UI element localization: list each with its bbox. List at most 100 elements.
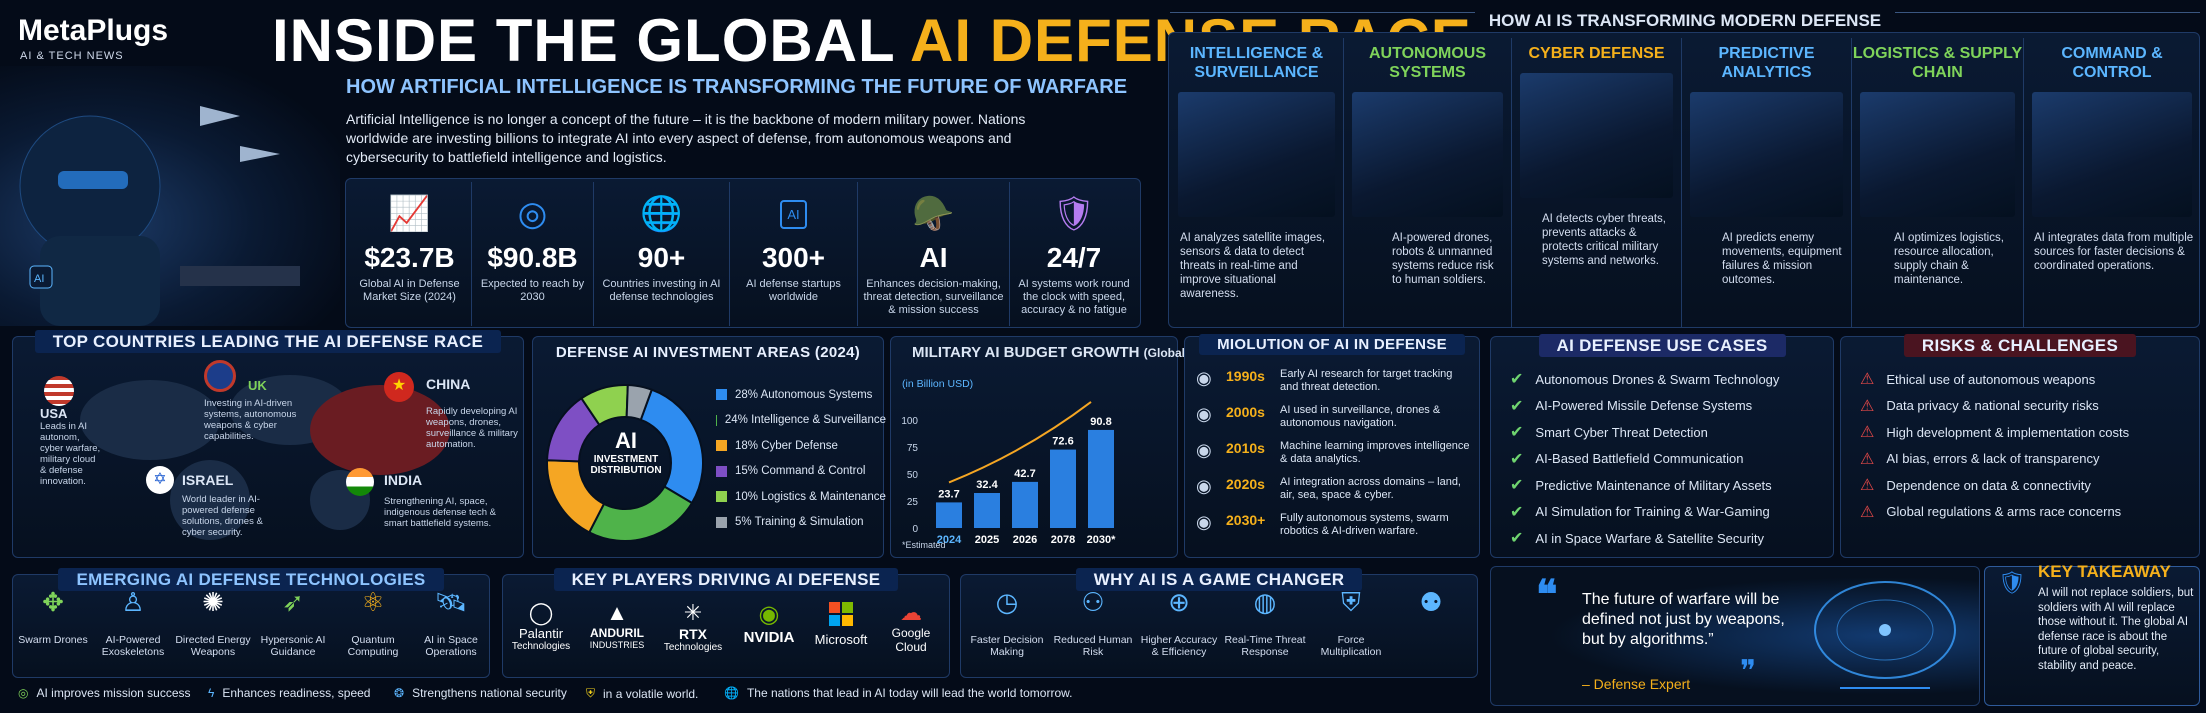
person-shield-icon: ⚉ — [1419, 587, 1443, 617]
footer-text: Enhances readiness, speed — [222, 686, 371, 700]
list-item: ✔ AI-Based Battlefield Communication — [1510, 446, 1830, 473]
footer-text: in a volatile world. — [603, 686, 699, 701]
stat-label: Enhances decision-making, threat detecti… — [863, 278, 1004, 316]
tech-label: Swarm Drones — [18, 634, 88, 646]
legend-item: 5% Training & Simulation — [716, 510, 886, 536]
footer-item-1: ◎ AI improves mission success — [18, 686, 191, 700]
lightning-icon: ϟ — [208, 686, 215, 700]
gc-extra: ⚉ — [1390, 587, 1472, 634]
player-name: Palantir — [518, 626, 564, 641]
check-icon: ✔ — [1510, 530, 1524, 548]
list-item: ✔ AI in Space Warfare & Satellite Securit… — [1510, 525, 1830, 552]
tech-swarm-drones: ✥ Swarm Drones — [14, 589, 92, 646]
emerging-heading-wrap: EMERGING AI DEFENSE TECHNOLOGIES — [12, 568, 490, 591]
risks-list: ⚠ Ethical use of autonomous weapons ⚠ Data … — [1860, 366, 2190, 525]
country-desc: Rapidly developing AI weapons, drones, s… — [426, 406, 518, 450]
stat-market-size: 📈 $23.7B Global AI in Defense Market Siz… — [348, 182, 472, 326]
brand-name: MetaPlugs — [18, 14, 169, 47]
usecases-heading-wrap: AI DEFENSE USE CASES — [1490, 334, 1834, 357]
soldier-icon: 🪖 — [912, 195, 955, 233]
player-rtx: ✳ RTX Technologies — [650, 600, 736, 653]
list-item-text: AI Simulation for Training & War-Gaming — [1535, 504, 1770, 520]
country-name: INDIA — [384, 472, 423, 488]
x-tick-label: 2030* — [1087, 534, 1116, 546]
transform-col-predictive: PREDICTIVE ANALYTICS AI predicts enemy m… — [1682, 38, 1852, 328]
bar-value-label: 32.4 — [976, 479, 998, 491]
player-microsoft: Microsoft — [798, 600, 884, 647]
hero-illustration: AI — [19, 106, 300, 326]
bar — [936, 502, 962, 528]
google-cloud-logo-icon: ☁ — [900, 600, 922, 625]
list-item-text: Predictive Maintenance of Military Asset… — [1535, 477, 1772, 493]
exoskeleton-icon: ♙ — [121, 587, 145, 617]
rtx-logo-icon: ✳ — [683, 600, 703, 625]
players-panel — [502, 574, 950, 678]
legend-label: 28% Autonomous Systems — [735, 388, 873, 401]
stat-value: $23.7B — [364, 242, 455, 273]
list-item: ✔ Autonomous Drones & Swarm Technology — [1510, 366, 1830, 393]
legend-label: 24% Intelligence & Surveillance — [724, 414, 886, 427]
legend-item: 18% Cyber Defense — [716, 433, 886, 459]
title-part1: INSIDE THE GLOBAL — [272, 7, 911, 74]
shield-lock-icon: 🛡 — [1998, 570, 2026, 595]
era-icon: ◉ — [1196, 476, 1212, 496]
col-title: COMMAND & CONTROL — [2061, 45, 2163, 81]
legend-item: 24% Intelligence & Surveillance — [716, 408, 886, 434]
player-sub: Cloud — [895, 640, 927, 654]
transform-col-intelligence: INTELLIGENCE & SURVEILLANCE AI analyzes … — [1170, 38, 1344, 328]
footer-item-4: ⛨ in a volatile world. — [586, 686, 698, 701]
takeaway-heading: KEY TAKEAWAY — [2038, 562, 2171, 581]
satellite-icon: 🛰 — [434, 587, 468, 617]
drones-image — [1352, 92, 1503, 217]
shield-icon: ⛨ — [1341, 587, 1361, 617]
budget-note: *Estimated — [902, 540, 946, 550]
donut-center: AI INVESTMENT DISTRIBUTION — [586, 428, 666, 476]
list-item: ⚠ Data privacy & national security risks — [1860, 393, 2190, 420]
israel-flag-icon: ✡ — [146, 466, 174, 494]
takeaway-panel — [1984, 566, 2200, 706]
check-icon: ✔ — [1510, 424, 1524, 442]
evolution-item: ◉ 2000s AI used in surveillance, drones & … — [1196, 404, 1476, 440]
budget-title: MILITARY AI BUDGET GROWTH — [912, 344, 1140, 361]
col-title: AUTONOMOUS SYSTEMS — [1368, 45, 1487, 81]
stat-startups: AI 300+ AI defense startups worldwide — [730, 182, 858, 326]
warning-icon: ⚠ — [1860, 477, 1875, 495]
list-item: ⚠ Dependence on data & connectivity — [1860, 472, 2190, 499]
shield-lock-icon: 🛡 — [1052, 195, 1096, 233]
list-item-text: AI-Based Battlefield Communication — [1535, 451, 1744, 467]
quote-panel — [1490, 566, 1980, 706]
page-subtitle: HOW ARTIFICIAL INTELLIGENCE IS TRANSFORM… — [346, 76, 1128, 98]
x-tick-label: 2024 — [937, 534, 962, 546]
stat-label: AI defense startups worldwide — [746, 278, 841, 303]
player-name: Google — [891, 626, 931, 640]
intro-text: Artificial Intelligence is no longer a c… — [346, 111, 1026, 165]
donut-center-sub: INVESTMENT DISTRIBUTION — [590, 454, 662, 476]
list-item: ⚠ Ethical use of autonomous weapons — [1860, 366, 2190, 393]
budget-title-suffix: (Global) — [1143, 346, 1189, 360]
x-tick-label: 2078 — [1051, 534, 1075, 546]
gc-label: Faster Decision Making — [970, 634, 1044, 658]
gc-force-mult: ⛨ Force Multiplication — [1310, 587, 1392, 658]
players-heading-wrap: KEY PLAYERS DRIVING AI DEFENSE — [502, 568, 950, 591]
world-map — [80, 375, 450, 540]
stat-label: Countries investing in AI defense techno… — [602, 278, 721, 303]
era-icon: ◉ — [1196, 368, 1212, 388]
stat-247: 🛡 24/7 AI systems work round the clock w… — [1010, 182, 1138, 326]
quote-text: The future of warfare will be defined no… — [1582, 591, 1785, 648]
evolution-item: ◉ 2030+ Fully autonomous systems, swarm ro… — [1196, 512, 1476, 548]
takeaway-text: AI will not replace soldiers, but soldie… — [2038, 587, 2194, 672]
bar-value-label: 23.7 — [938, 488, 959, 500]
y-tick-label: 75 — [907, 443, 919, 454]
emerging-heading: EMERGING AI DEFENSE TECHNOLOGIES — [58, 568, 444, 591]
stat-ai: 🪖 AI Enhances decision-making, threat de… — [858, 182, 1010, 326]
player-anduril: ▲ ANDURIL INDUSTRIES — [574, 600, 660, 650]
transform-col-autonomous: AUTONOMOUS SYSTEMS AI-powered drones, ro… — [1344, 38, 1512, 328]
country-desc: Strengthening AI, space, indigenous defe… — [384, 496, 496, 529]
bar — [974, 493, 1000, 528]
usecases-panel — [1490, 336, 1834, 558]
countries-heading: TOP COUNTRIES LEADING THE AI DEFENSE RAC… — [34, 330, 502, 353]
check-icon: ✔ — [1510, 371, 1524, 389]
gc-faster-decision: ◷ Faster Decision Making — [966, 589, 1048, 658]
legend-swatch — [716, 516, 727, 528]
list-item: ✔ AI-Powered Missile Defense Systems — [1510, 393, 1830, 420]
